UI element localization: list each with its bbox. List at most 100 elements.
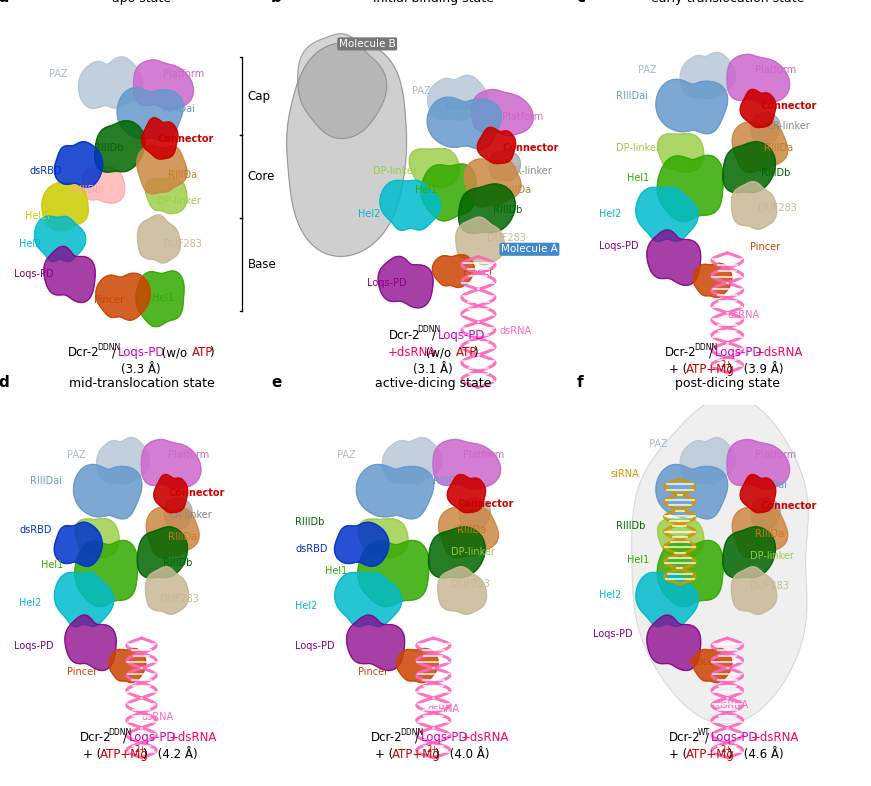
Text: DDNN: DDNN bbox=[400, 728, 423, 737]
Text: 2+: 2+ bbox=[135, 745, 146, 755]
Polygon shape bbox=[732, 182, 777, 230]
Polygon shape bbox=[54, 141, 103, 187]
Polygon shape bbox=[456, 217, 504, 265]
Text: Dcr-2: Dcr-2 bbox=[665, 346, 697, 359]
Text: d: d bbox=[0, 375, 9, 390]
Polygon shape bbox=[287, 42, 407, 256]
Text: /: / bbox=[706, 731, 709, 744]
Text: DDNN: DDNN bbox=[97, 343, 120, 352]
Polygon shape bbox=[447, 475, 485, 512]
Text: Molecule A: Molecule A bbox=[501, 244, 557, 254]
Polygon shape bbox=[658, 519, 704, 557]
Polygon shape bbox=[680, 438, 735, 484]
Text: Hel1: Hel1 bbox=[152, 293, 174, 303]
Polygon shape bbox=[117, 88, 183, 141]
Polygon shape bbox=[356, 465, 434, 519]
Text: (3.1 Å): (3.1 Å) bbox=[413, 363, 453, 376]
Polygon shape bbox=[35, 216, 85, 262]
Text: RIIIDai: RIIIDai bbox=[445, 102, 477, 112]
Text: PAZ: PAZ bbox=[412, 86, 431, 96]
Polygon shape bbox=[75, 519, 119, 557]
Text: Pincer: Pincer bbox=[750, 242, 780, 252]
Polygon shape bbox=[54, 522, 102, 567]
Text: Hel1: Hel1 bbox=[627, 555, 649, 564]
Text: RIIIDb: RIIIDb bbox=[295, 517, 325, 527]
Text: WT: WT bbox=[698, 728, 710, 737]
Text: f: f bbox=[577, 375, 584, 390]
Text: b: b bbox=[271, 0, 282, 5]
Text: Hel2: Hel2 bbox=[19, 597, 42, 608]
Text: PAZ: PAZ bbox=[49, 69, 67, 79]
Text: Base: Base bbox=[248, 258, 277, 270]
Polygon shape bbox=[732, 567, 777, 615]
Polygon shape bbox=[727, 54, 790, 104]
Polygon shape bbox=[146, 508, 199, 557]
Text: Loqs-PD: Loqs-PD bbox=[438, 329, 485, 342]
Text: ATP: ATP bbox=[456, 346, 477, 359]
Text: CR-linker: CR-linker bbox=[509, 166, 552, 176]
Text: Hel1: Hel1 bbox=[41, 560, 63, 571]
Text: Loqs-PD: Loqs-PD bbox=[118, 346, 165, 359]
Polygon shape bbox=[145, 567, 189, 615]
Text: Platform: Platform bbox=[463, 450, 504, 460]
Text: active-dicing state: active-dicing state bbox=[375, 376, 491, 390]
Polygon shape bbox=[109, 648, 145, 682]
Text: /: / bbox=[432, 329, 436, 342]
Text: Platform: Platform bbox=[755, 65, 796, 75]
Polygon shape bbox=[334, 522, 388, 567]
Text: ): ) bbox=[435, 748, 442, 762]
Text: Loqs-PD: Loqs-PD bbox=[711, 731, 759, 744]
Text: RIIIDa: RIIIDa bbox=[764, 144, 793, 153]
Polygon shape bbox=[658, 156, 723, 222]
Text: Platform: Platform bbox=[168, 450, 209, 460]
Polygon shape bbox=[740, 90, 776, 127]
Text: CR-linker: CR-linker bbox=[766, 121, 810, 131]
Text: DP-linker: DP-linker bbox=[750, 551, 793, 561]
Polygon shape bbox=[154, 475, 188, 512]
Polygon shape bbox=[75, 541, 138, 607]
Text: /: / bbox=[709, 346, 713, 359]
Text: Dcr-2: Dcr-2 bbox=[669, 731, 700, 744]
Text: 2+: 2+ bbox=[720, 360, 733, 369]
Text: dsRBD: dsRBD bbox=[295, 544, 327, 553]
Text: +dsRNA: +dsRNA bbox=[169, 731, 218, 744]
Text: Loqs-PD: Loqs-PD bbox=[14, 269, 54, 278]
Text: Connector: Connector bbox=[760, 501, 817, 511]
Text: Loqs-PD: Loqs-PD bbox=[421, 731, 469, 744]
Polygon shape bbox=[429, 527, 485, 578]
Text: RIIIDb: RIIIDb bbox=[163, 559, 192, 568]
Polygon shape bbox=[723, 527, 775, 578]
Text: dsRNA: dsRNA bbox=[142, 711, 173, 722]
Polygon shape bbox=[421, 164, 476, 221]
Polygon shape bbox=[409, 149, 459, 187]
Text: Dcr-2: Dcr-2 bbox=[79, 731, 111, 744]
Text: PAZ: PAZ bbox=[67, 450, 85, 460]
Text: ): ) bbox=[474, 346, 478, 359]
Text: Hel1: Hel1 bbox=[325, 566, 348, 576]
Polygon shape bbox=[382, 438, 442, 484]
Text: RIIIDai: RIIIDai bbox=[434, 476, 465, 487]
Text: RIIIDbI: RIIIDbI bbox=[72, 185, 105, 194]
Text: dsRNA: dsRNA bbox=[499, 326, 531, 336]
Text: RIIIDai: RIIIDai bbox=[755, 480, 787, 490]
Text: Platform: Platform bbox=[163, 69, 204, 79]
Text: /: / bbox=[123, 731, 127, 744]
Polygon shape bbox=[136, 271, 184, 327]
Text: Loqs-PD: Loqs-PD bbox=[599, 241, 638, 251]
Text: RIIIDa: RIIIDa bbox=[755, 529, 784, 538]
Text: DDNN: DDNN bbox=[417, 325, 441, 335]
Text: Connector: Connector bbox=[158, 134, 214, 144]
Polygon shape bbox=[636, 187, 699, 241]
Text: PAZ: PAZ bbox=[337, 450, 355, 460]
Text: Hel2: Hel2 bbox=[358, 209, 381, 219]
Text: + (: + ( bbox=[375, 748, 393, 762]
Text: mid-translocation state: mid-translocation state bbox=[69, 376, 214, 390]
Text: RIIIDai: RIIIDai bbox=[616, 91, 648, 101]
Polygon shape bbox=[78, 57, 143, 108]
Text: (4.0 Å): (4.0 Å) bbox=[446, 748, 490, 762]
Text: Loqs-PD: Loqs-PD bbox=[368, 278, 407, 288]
Polygon shape bbox=[145, 178, 187, 214]
Polygon shape bbox=[95, 121, 145, 172]
Polygon shape bbox=[439, 508, 498, 557]
Text: RIIIDb: RIIIDb bbox=[94, 144, 123, 153]
